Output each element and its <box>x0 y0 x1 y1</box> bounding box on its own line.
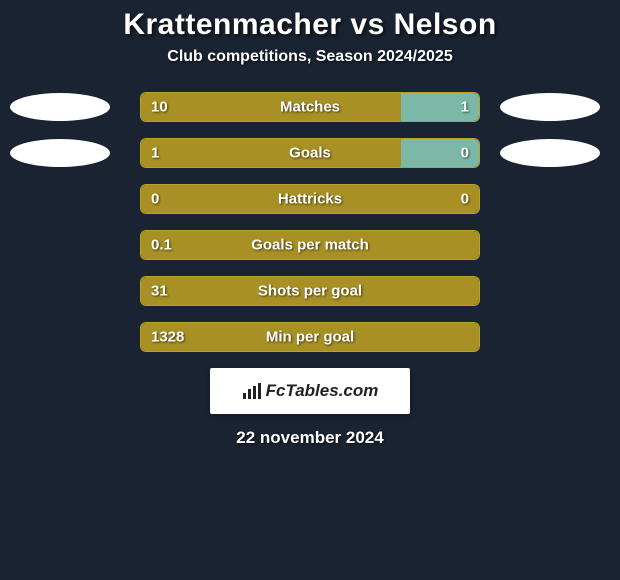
stat-value-left: 1328 <box>151 329 184 346</box>
stat-row-min-per-goal: 1328 Min per goal <box>0 322 620 352</box>
logo-badge: FcTables.com <box>210 368 410 414</box>
bars-icon <box>242 383 262 399</box>
stat-row-goals: 1 Goals 0 <box>0 138 620 168</box>
page-title: Krattenmacher vs Nelson <box>123 8 496 42</box>
stat-row-goals-per-match: 0.1 Goals per match <box>0 230 620 260</box>
stat-rows: 10 Matches 1 1 Goals 0 0 Hattricks 0 <box>0 92 620 352</box>
bar-track: 1 Goals 0 <box>140 138 480 168</box>
bar-track: 1328 Min per goal <box>140 322 480 352</box>
date-label: 22 november 2024 <box>236 428 383 448</box>
logo-text: FcTables.com <box>242 381 379 401</box>
bar-track: 10 Matches 1 <box>140 92 480 122</box>
stat-row-hattricks: 0 Hattricks 0 <box>0 184 620 214</box>
stat-value-left: 0 <box>151 191 159 208</box>
bar-track: 0 Hattricks 0 <box>140 184 480 214</box>
bar-fill-left <box>141 139 401 167</box>
stat-value-right: 0 <box>461 191 469 208</box>
player-ellipse-left <box>10 93 110 121</box>
player-ellipse-right <box>500 139 600 167</box>
stat-metric-label: Min per goal <box>266 329 354 346</box>
bar-track: 31 Shots per goal <box>140 276 480 306</box>
stat-value-left: 1 <box>151 145 159 162</box>
player-ellipse-right <box>500 93 600 121</box>
stat-value-left: 31 <box>151 283 168 300</box>
stat-metric-label: Shots per goal <box>258 283 362 300</box>
stat-value-left: 10 <box>151 99 168 116</box>
stat-value-right: 0 <box>461 145 469 162</box>
bar-track: 0.1 Goals per match <box>140 230 480 260</box>
stat-metric-label: Hattricks <box>278 191 342 208</box>
stat-metric-label: Goals <box>289 145 331 162</box>
page-subtitle: Club competitions, Season 2024/2025 <box>167 48 452 66</box>
stat-value-right: 1 <box>461 99 469 116</box>
bar-fill-left <box>141 93 401 121</box>
logo-label: FcTables.com <box>266 381 379 401</box>
stat-value-left: 0.1 <box>151 237 172 254</box>
player-ellipse-left <box>10 139 110 167</box>
stat-row-matches: 10 Matches 1 <box>0 92 620 122</box>
stat-row-shots-per-goal: 31 Shots per goal <box>0 276 620 306</box>
comparison-infographic: Krattenmacher vs Nelson Club competition… <box>0 0 620 448</box>
stat-metric-label: Goals per match <box>251 237 369 254</box>
stat-metric-label: Matches <box>280 99 340 116</box>
